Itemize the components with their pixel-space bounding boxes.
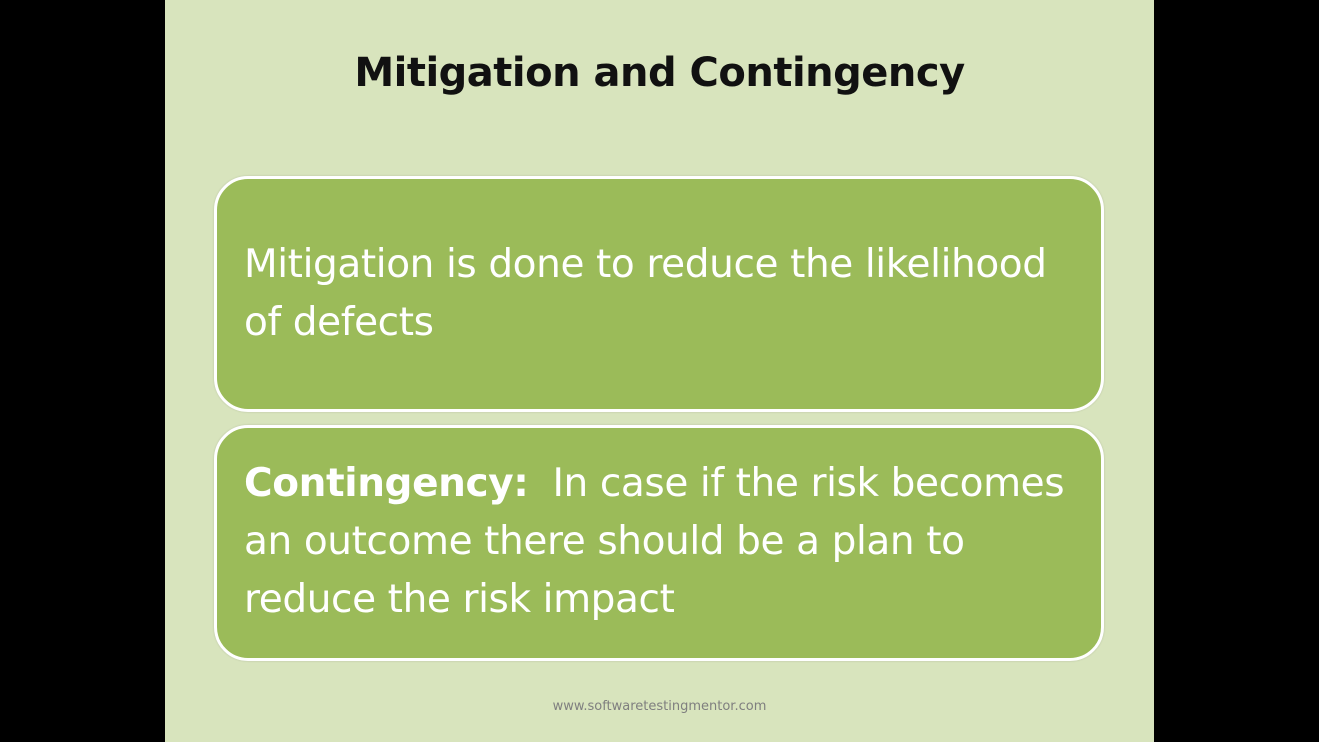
mitigation-text: Mitigation is done to reduce the likelih… — [244, 242, 1047, 345]
mitigation-box: Mitigation is done to reduce the likelih… — [214, 176, 1104, 412]
presentation-slide: Mitigation and Contingency Mitigation is… — [165, 0, 1154, 742]
contingency-term: Contingency: — [244, 461, 529, 506]
contingency-box: Contingency: In case if the risk becomes… — [214, 425, 1104, 661]
slide-title: Mitigation and Contingency — [354, 50, 965, 96]
contingency-content: Contingency: In case if the risk becomes… — [244, 455, 1081, 629]
footer-url: www.softwaretestingmentor.com — [552, 699, 767, 714]
contingency-text: In case if the risk becomes an outcome t… — [244, 461, 1065, 622]
